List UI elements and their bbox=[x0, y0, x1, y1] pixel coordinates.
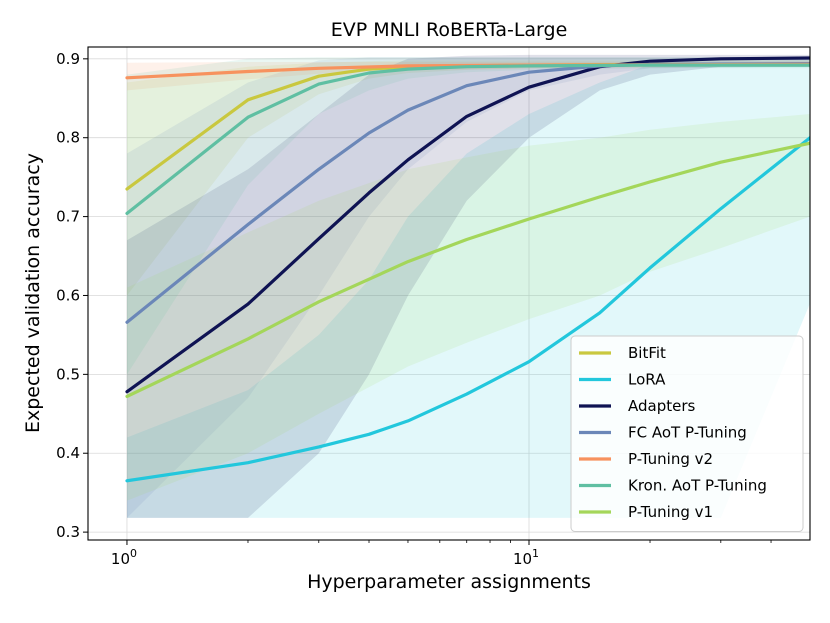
legend-label-fc-aot-p-tuning: FC AoT P-Tuning bbox=[628, 424, 747, 442]
x-tick-label: 100 bbox=[111, 547, 137, 568]
legend-box bbox=[570, 335, 804, 532]
legend-label-p-tuning-v1: P-Tuning v1 bbox=[628, 503, 713, 521]
legend-label-lora: LoRA bbox=[628, 371, 666, 389]
band-kron-aot-p-tuning bbox=[127, 57, 810, 375]
line-lora bbox=[125, 136, 810, 483]
x-axis-title: Hyperparameter assignments bbox=[307, 571, 591, 593]
legend-label-adapters: Adapters bbox=[628, 397, 696, 415]
line-kron-aot-p-tuning bbox=[125, 63, 810, 215]
legend-label-kron-aot-p-tuning: Kron. AoT P-Tuning bbox=[628, 477, 767, 495]
series-lines bbox=[125, 56, 810, 483]
x-tick-label: 101 bbox=[513, 547, 539, 568]
y-tick-label: 0.6 bbox=[56, 286, 80, 304]
legend-label-p-tuning-v2: P-Tuning v2 bbox=[628, 450, 713, 468]
x-tick-base: 10 bbox=[111, 550, 130, 568]
legend: BitFit LoRA Adapters FC AoT P-Tuning P-Tunin… bbox=[570, 335, 804, 532]
plot-frame bbox=[87, 46, 811, 541]
band-bitfit bbox=[127, 60, 810, 296]
y-tick-label: 0.7 bbox=[56, 208, 80, 226]
x-tick-base: 10 bbox=[513, 550, 532, 568]
line-adapters bbox=[125, 56, 810, 394]
chart-title: EVP MNLI RoBERTa-Large bbox=[331, 19, 568, 41]
y-tick-label: 0.5 bbox=[56, 365, 80, 383]
band-fc-aot-p-tuning bbox=[127, 57, 810, 518]
y-tick-label: 0.3 bbox=[56, 523, 80, 541]
y-tick-label: 0.9 bbox=[56, 50, 80, 68]
line-p-tuning-v1 bbox=[125, 141, 810, 398]
y-tick-label: 0.4 bbox=[56, 444, 80, 462]
y-tick-label: 0.8 bbox=[56, 129, 80, 147]
y-axis-title: Expected validation accuracy bbox=[22, 153, 44, 433]
x-tick-exponent: 0 bbox=[130, 547, 137, 560]
band-p-tuning-v1 bbox=[127, 114, 810, 501]
legend-label-bitfit: BitFit bbox=[628, 344, 666, 362]
x-tick-exponent: 1 bbox=[532, 547, 539, 560]
band-adapters bbox=[127, 54, 810, 518]
